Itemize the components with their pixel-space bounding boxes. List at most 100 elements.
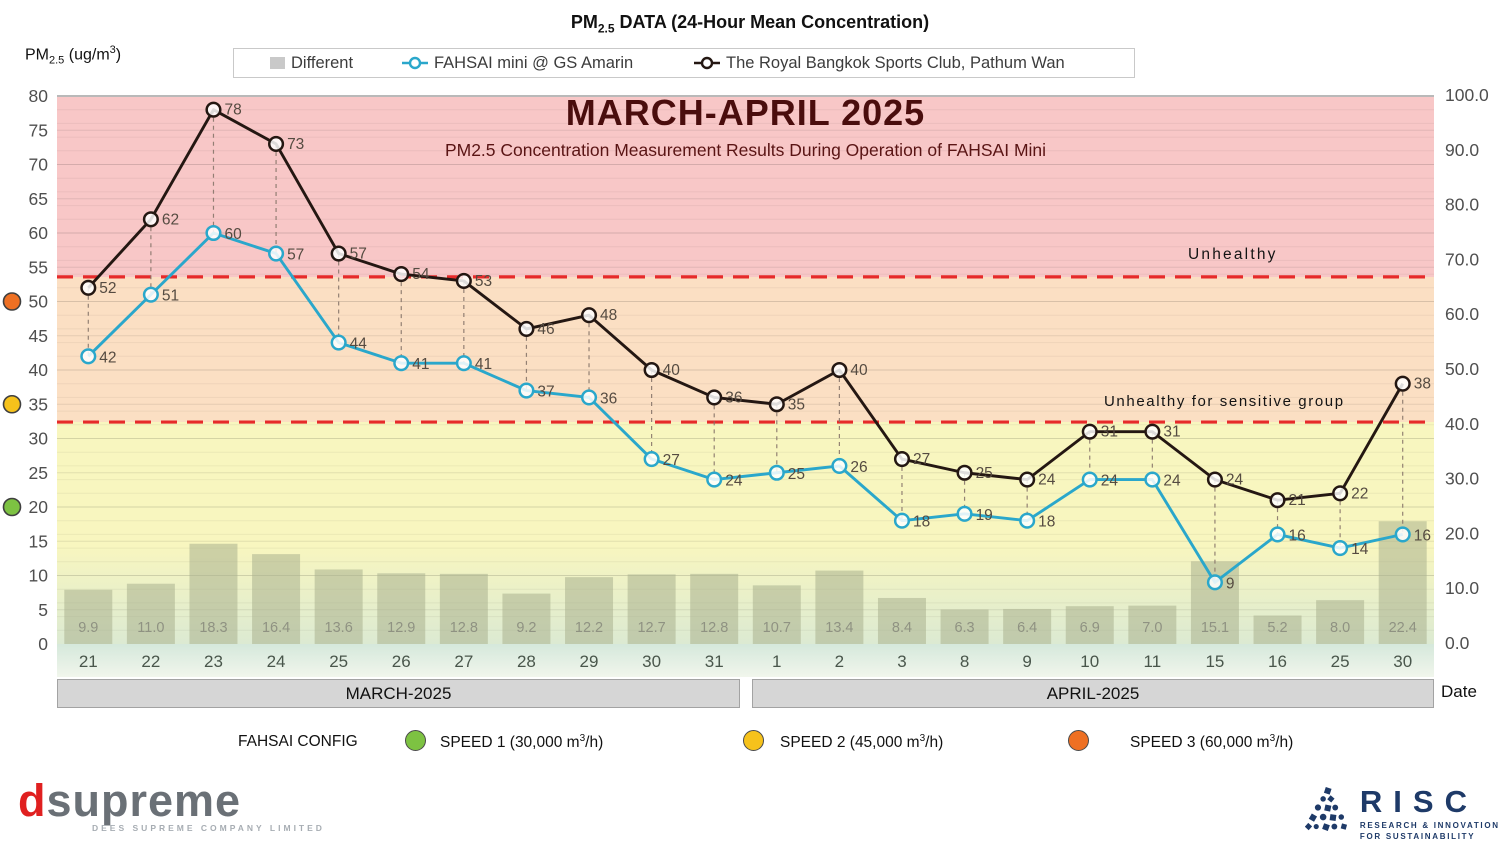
bar: [1316, 600, 1365, 644]
rbsc-point-label: 38: [1414, 376, 1431, 393]
date-tick: 29: [580, 652, 599, 671]
fahsai-point: [1081, 471, 1098, 488]
risc-tagline: RESEARCH & INNOVATION FOR SUSTAINABILITY…: [1360, 821, 1500, 844]
unit-superscript: 3: [109, 44, 116, 56]
date-tick: 30: [1393, 652, 1412, 671]
legend-item-rbsc: The Royal Bangkok Sports Club, Pathum Wa…: [694, 49, 1065, 77]
label-text: SPEED 1 (30,000 m: [440, 734, 580, 752]
left-tick: 25: [29, 463, 48, 483]
legend-label: Different: [291, 53, 354, 72]
bar: [1128, 605, 1177, 644]
left-tick: 5: [38, 600, 48, 620]
fahsai-point-label: 19: [976, 507, 993, 524]
date-tick: 11: [1144, 652, 1162, 671]
date-tick: 2: [835, 652, 844, 671]
left-tick: 40: [29, 360, 49, 380]
rbsc-point: [330, 245, 347, 262]
date-tick: 25: [329, 652, 348, 671]
bar: [1065, 606, 1114, 644]
right-tick: 60.0: [1445, 304, 1479, 324]
right-tick: 30.0: [1445, 469, 1479, 489]
fahsai-point: [706, 471, 723, 488]
rbsc-point-label: 48: [600, 307, 617, 324]
speed-1-axis-dot: [2, 497, 22, 517]
right-tick: 100.0: [1445, 85, 1489, 105]
fahsai-point-label: 27: [663, 452, 680, 469]
fahsai-point-label: 41: [475, 356, 492, 373]
rbsc-point-label: 24: [1038, 472, 1056, 489]
bars-layer: 9.9 11.0 18.3 16.4 13.6 12.9 12.8 9.2 12.2 12.7 12…: [64, 521, 1427, 644]
label-sup: 3: [579, 733, 586, 744]
bar-value-label: 5.2: [1267, 620, 1287, 636]
date-tick: 15: [1205, 652, 1224, 671]
fahsai-point-label: 24: [725, 473, 743, 490]
date-tick: 10: [1080, 652, 1099, 671]
date-tick: 31: [705, 652, 724, 671]
unhealthy-threshold-label: Unhealthy: [1188, 246, 1278, 263]
fahsai-point-label: 24: [1163, 473, 1181, 490]
rbsc-point-label: 78: [224, 102, 241, 119]
date-tick: 26: [392, 652, 411, 671]
label-text: SPEED 3 (60,000 m: [1130, 734, 1270, 752]
bar-value-label: 7.0: [1142, 620, 1162, 636]
fahsai-point: [893, 512, 911, 529]
fahsai-point-label: 25: [788, 466, 805, 483]
rbsc-point-label: 21: [1289, 492, 1306, 509]
bar: [314, 569, 363, 644]
risc-tagline-line2: FOR SUSTAINABILITY CENTER: [1359, 831, 1476, 844]
rbsc-point: [893, 451, 911, 468]
left-tick: 70: [29, 155, 49, 175]
bar: [252, 554, 301, 644]
date-tick: 24: [267, 652, 286, 671]
fahsai-point-label: 16: [1289, 527, 1306, 544]
bar-value-label: 12.8: [700, 620, 728, 636]
bar: [565, 577, 614, 644]
left-tick: 0: [38, 634, 48, 654]
bar: [627, 574, 676, 644]
bar-value-label: 6.9: [1080, 620, 1100, 636]
fahsai-point: [1394, 526, 1411, 543]
legend-label: The Royal Bangkok Sports Club, Pathum Wa…: [726, 53, 1065, 72]
dsupreme-logo: dsupreme DEES SUPREME COMPANY LIMITED: [18, 778, 325, 833]
right-tick: 50.0: [1445, 359, 1479, 379]
rbsc-point-label: 22: [1351, 485, 1368, 502]
label-suffix: /h): [925, 734, 944, 752]
rbsc-point: [1394, 375, 1411, 392]
date-tick: 28: [517, 652, 536, 671]
left-tick: 45: [29, 326, 48, 346]
bar: [1253, 615, 1302, 644]
fahsai-point: [580, 389, 598, 406]
fahsai-point-label: 24: [1101, 473, 1119, 490]
rbsc-point: [1144, 423, 1161, 440]
rbsc-point-label: 62: [162, 211, 179, 228]
config-legend-title: FAHSAI CONFIG: [238, 733, 358, 750]
rbsc-point-label: 35: [788, 396, 805, 413]
bar-value-label: 15.1: [1201, 620, 1229, 636]
speed-1-label: SPEED 1 (30,000 m3/h): [440, 733, 603, 752]
rbsc-point: [768, 396, 785, 413]
date-tick: 21: [79, 652, 98, 671]
left-tick: 30: [29, 429, 49, 449]
fahsai-point: [205, 224, 222, 242]
rbsc-point-label: 54: [412, 266, 430, 283]
speed-3-label: SPEED 3 (60,000 m3/h): [1130, 733, 1293, 752]
page-title-subscript: 2.5: [597, 21, 615, 36]
risc-wordmark: RISC: [1359, 784, 1478, 819]
bar-value-label: 8.4: [892, 620, 912, 636]
fahsai-point-label: 57: [287, 247, 304, 264]
speed-2-axis-dot: [2, 394, 22, 414]
date-tick: 1: [772, 652, 781, 671]
bar-value-label: 8.0: [1330, 620, 1350, 636]
series-fahsai-line: [87, 231, 1404, 584]
speed-1-dot: [405, 730, 426, 751]
rbsc-point: [80, 279, 97, 296]
bar-value-label: 6.4: [1017, 620, 1037, 636]
rbsc-point: [455, 272, 472, 290]
left-tick: 35: [29, 394, 48, 414]
bar: [752, 585, 801, 644]
rbsc-point: [205, 101, 222, 118]
threshold-lines: [57, 275, 1434, 424]
date-tick: 30: [642, 652, 661, 671]
rbsc-point: [1269, 492, 1286, 509]
bar-value-label: 13.6: [325, 620, 353, 636]
